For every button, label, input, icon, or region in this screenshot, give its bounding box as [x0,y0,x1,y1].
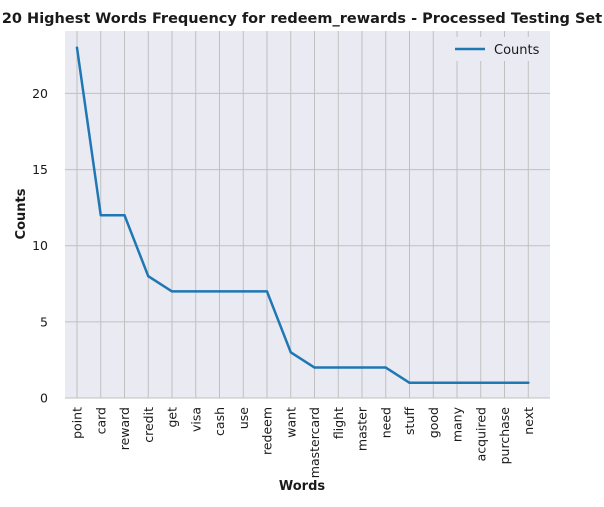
data-point [123,214,126,217]
data-point [527,381,530,384]
x-axis-ticks: point card reward credit get visa cash use redee… [70,406,536,478]
data-point [194,290,197,293]
x-tick-label: need [378,407,393,438]
x-tick-label: mastercard [307,407,322,478]
data-point [503,381,506,384]
x-tick-label: point [70,407,85,439]
x-tick-label: reward [117,407,132,450]
data-point [408,381,411,384]
y-tick-label: 0 [40,391,48,406]
x-tick-label: flight [331,407,346,439]
legend: Counts [446,37,544,61]
x-tick-label: card [93,407,108,434]
y-tick-label: 10 [32,238,48,253]
x-tick-label: next [521,407,536,435]
data-point [99,214,102,217]
data-point [337,366,340,369]
y-axis-label: Counts [14,188,29,239]
data-point [432,381,435,384]
data-point [313,366,316,369]
x-tick-label: use [236,407,251,429]
y-tick-label: 15 [32,162,48,177]
legend-label: Counts [494,43,540,58]
x-tick-label: redeem [260,407,275,455]
data-point [289,351,292,354]
x-tick-label: credit [141,407,156,443]
plot-area [65,31,550,398]
y-axis-ticks: 0 5 10 15 20 [32,86,48,406]
y-gridlines [65,92,550,399]
y-tick-label: 5 [40,314,48,329]
x-tick-label: get [165,407,180,428]
data-point [265,290,269,293]
x-tick-label: purchase [497,407,512,465]
x-tick-label: want [283,407,298,438]
x-tick-label: cash [212,407,227,436]
data-point [479,381,482,384]
x-tick-label: good [426,407,441,438]
x-tick-label: master [355,406,370,451]
data-point [455,381,459,384]
series-line-counts [75,46,530,385]
data-point [360,366,364,369]
x-gridlines [76,31,529,398]
data-point [170,290,174,293]
x-tick-label: acquired [473,407,488,461]
data-point [384,366,387,369]
data-point [218,290,221,293]
data-point [75,46,79,49]
x-tick-label: visa [188,407,203,432]
data-point [147,274,150,278]
x-tick-label: many [450,406,465,442]
data-points [75,46,530,384]
x-axis-label: Words [279,479,326,494]
x-tick-label: stuff [402,407,417,435]
chart-title: 20 Highest Words Frequency for redeem_re… [2,11,602,27]
data-point [242,290,245,293]
y-tick-label: 20 [32,86,48,101]
